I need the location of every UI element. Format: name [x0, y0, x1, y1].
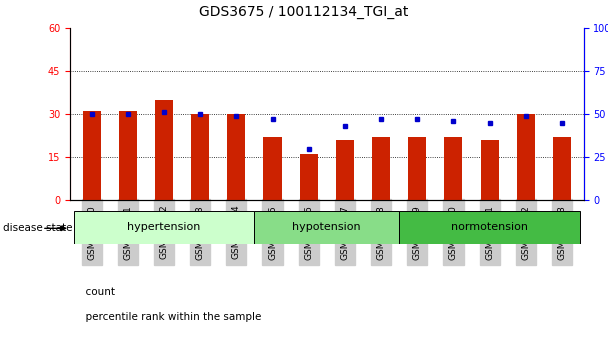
Text: percentile rank within the sample: percentile rank within the sample: [79, 312, 261, 322]
Bar: [408, 137, 426, 200]
Bar: [191, 114, 209, 200]
Bar: [399, 211, 580, 244]
Bar: [155, 100, 173, 200]
Bar: [553, 137, 571, 200]
Text: hypertension: hypertension: [127, 222, 201, 233]
Bar: [254, 211, 399, 244]
Bar: [119, 111, 137, 200]
Bar: [336, 140, 354, 200]
Text: count: count: [79, 287, 115, 297]
Text: normotension: normotension: [451, 222, 528, 233]
Text: hypotension: hypotension: [292, 222, 361, 233]
Bar: [480, 140, 499, 200]
Bar: [300, 154, 318, 200]
Bar: [74, 211, 254, 244]
Bar: [444, 137, 463, 200]
Bar: [263, 137, 282, 200]
Text: disease state: disease state: [3, 223, 72, 233]
Bar: [517, 114, 535, 200]
Bar: [83, 111, 101, 200]
Text: GDS3675 / 100112134_TGI_at: GDS3675 / 100112134_TGI_at: [199, 5, 409, 19]
Bar: [372, 137, 390, 200]
Bar: [227, 114, 246, 200]
